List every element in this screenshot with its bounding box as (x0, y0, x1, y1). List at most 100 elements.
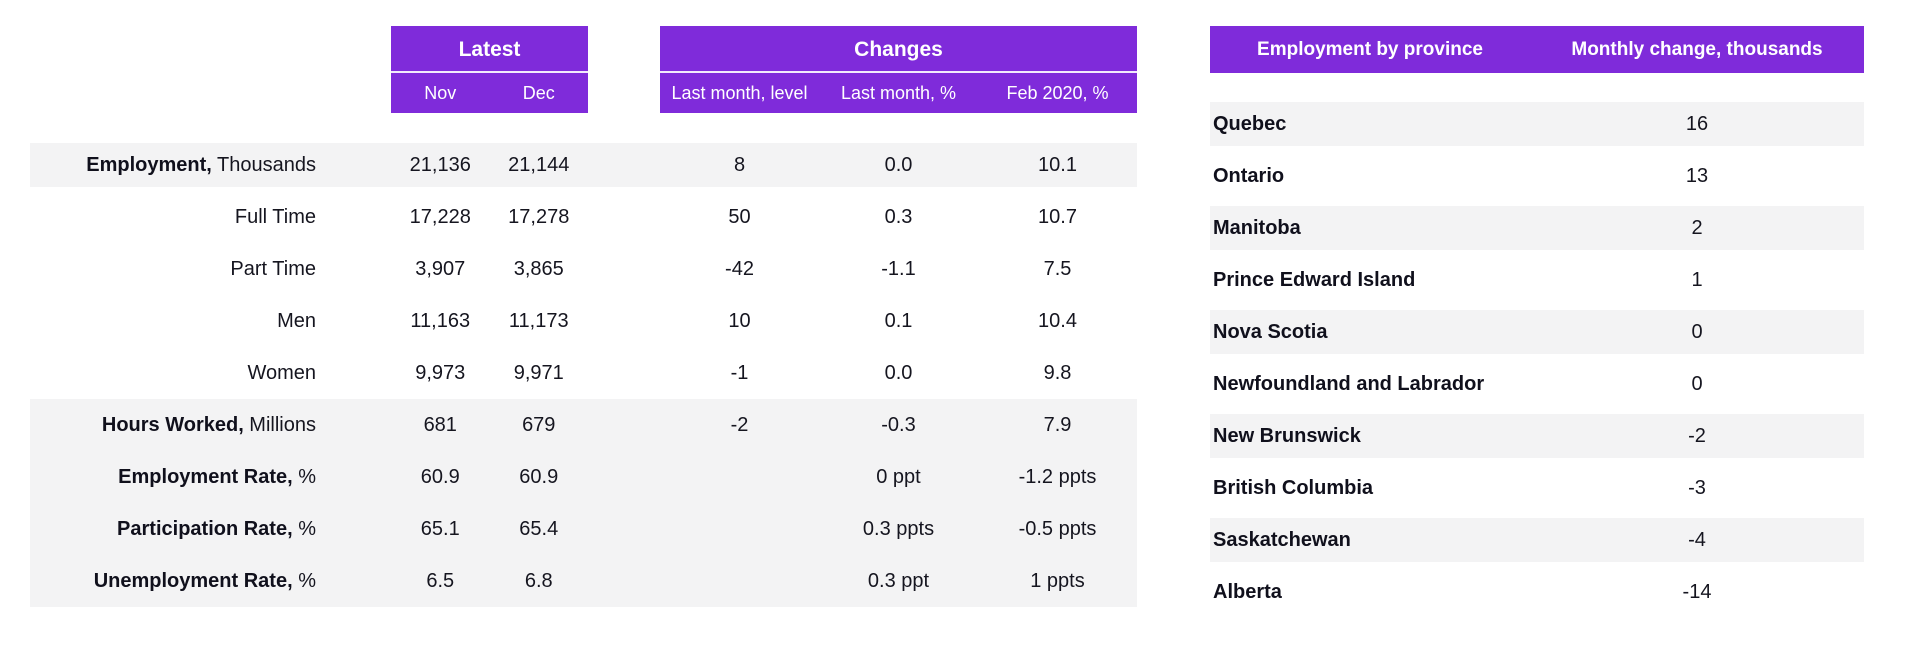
province-value: 0 (1691, 372, 1703, 395)
row-label-rest: Men (277, 309, 316, 332)
row-label: Hours Worked, Millions (30, 414, 318, 437)
dec-value: 679 (522, 413, 556, 436)
row-label-rest: Thousands (211, 153, 316, 176)
nov-value: 17,228 (409, 205, 471, 228)
table-row: Employment, Thousands 21,136 21,144 8 0.0 10.… (30, 139, 1137, 191)
province-rows: Quebec 16 Ontario 13 Manitoba 2 Prince Edward … (1210, 98, 1864, 618)
dec-value: 17,278 (508, 205, 570, 228)
subheader-feb-2020-pct: Feb 2020, % (1006, 82, 1109, 103)
row-label-bold: Participation Rate, (117, 517, 293, 540)
province-label: British Columbia (1213, 476, 1374, 499)
row-label-rest: Women (247, 361, 316, 384)
table-row: Part Time 3,907 3,865 -42 -1.1 7.5 (30, 243, 1137, 295)
row-label-rest: Millions (243, 413, 316, 436)
row-label-rest: % (292, 517, 316, 540)
row-label: Part Time (30, 258, 318, 281)
feb-2020-value: 9.8 (1043, 361, 1072, 384)
table-row: Participation Rate, % 65.1 65.4 0.3 ppts -0.… (30, 503, 1137, 555)
change-pct-value: -1.1 (881, 257, 916, 280)
row-label-bold: Employment, (86, 153, 212, 176)
province-row: British Columbia -3 (1210, 462, 1864, 514)
nov-value: 21,136 (409, 153, 471, 176)
change-pct-value: 0 ppt (876, 465, 921, 488)
change-level-value: -1 (730, 361, 749, 384)
row-label: Men (30, 310, 318, 333)
table-row: Employment Rate, % 60.9 60.9 0 ppt -1.2 ppts (30, 451, 1137, 503)
row-label-bold: Employment Rate, (118, 465, 293, 488)
table-row: Full Time 17,228 17,278 50 0.3 10.7 (30, 191, 1137, 243)
changes-subheaders: Last month, level Last month, % Feb 2020… (660, 73, 1137, 113)
subheader-last-month-level: Last month, level (671, 82, 808, 103)
province-row: Nova Scotia 0 (1210, 306, 1864, 358)
province-label: New Brunswick (1213, 424, 1361, 447)
province-label: Saskatchewan (1213, 528, 1351, 551)
row-label: Unemployment Rate, % (30, 570, 318, 593)
change-level-value: -42 (725, 257, 754, 280)
province-row: Prince Edward Island 1 (1210, 254, 1864, 306)
change-pct-value: 0.3 ppt (867, 569, 930, 592)
feb-2020-value: 10.1 (1038, 153, 1077, 176)
province-label: Manitoba (1213, 216, 1301, 239)
row-label-rest: % (292, 465, 316, 488)
changes-header-title: Changes (854, 38, 943, 61)
row-label-rest: Full Time (234, 205, 316, 228)
row-label-rest: % (292, 569, 316, 592)
latest-subheaders: Nov Dec (391, 73, 588, 113)
province-table-header: Employment by province Monthly change, t… (1210, 26, 1864, 73)
row-label: Participation Rate, % (30, 518, 318, 541)
header-divider-line (391, 71, 588, 73)
province-label: Ontario (1213, 164, 1285, 187)
dec-value: 6.8 (524, 569, 553, 592)
subheader-nov: Nov (424, 82, 457, 103)
nov-value: 65.1 (420, 517, 460, 540)
change-pct-value: 0.1 (884, 309, 913, 332)
subheader-last-month-pct: Last month, % (840, 82, 957, 103)
latest-header-title: Latest (458, 38, 521, 61)
province-value: -3 (1688, 476, 1706, 499)
change-pct-value: 0.0 (884, 153, 913, 176)
monthly-change-header-label: Monthly change, thousands (1571, 38, 1823, 60)
table-row: Women 9,973 9,971 -1 0.0 9.8 (30, 347, 1137, 399)
feb-2020-value: -1.2 ppts (1018, 465, 1097, 488)
province-row: Ontario 13 (1210, 150, 1864, 202)
nov-value: 6.5 (426, 569, 455, 592)
feb-2020-value: 7.9 (1043, 413, 1072, 436)
nov-value: 11,163 (410, 309, 471, 332)
row-label-rest: Part Time (230, 257, 316, 280)
changes-header-block: Changes Last month, level Last month, % … (660, 26, 1137, 113)
province-value: 16 (1685, 112, 1709, 135)
change-level-value: -2 (730, 413, 749, 436)
province-row: Alberta -14 (1210, 566, 1864, 618)
province-value: 0 (1691, 320, 1703, 343)
row-label-bold: Hours Worked, (101, 413, 244, 436)
province-row: Saskatchewan -4 (1210, 514, 1864, 566)
dec-value: 3,865 (513, 257, 564, 280)
row-label: Full Time (30, 206, 318, 229)
nov-value: 681 (423, 413, 457, 436)
province-row: Newfoundland and Labrador 0 (1210, 358, 1864, 410)
province-label: Quebec (1213, 112, 1287, 135)
province-label: Prince Edward Island (1213, 268, 1416, 291)
province-header-label: Employment by province (1257, 38, 1483, 60)
province-value: -2 (1688, 424, 1706, 447)
labour-stats-rows: Employment, Thousands 21,136 21,144 8 0.0 10.… (30, 139, 1137, 607)
row-label-bold: Unemployment Rate, (93, 569, 293, 592)
header-divider-line (660, 71, 1137, 73)
feb-2020-value: 10.4 (1038, 309, 1077, 332)
change-pct-value: 0.3 (884, 205, 913, 228)
province-value: 13 (1685, 164, 1709, 187)
feb-2020-value: 7.5 (1043, 257, 1072, 280)
change-pct-value: 0.3 ppts (862, 517, 935, 540)
change-level-value: 50 (728, 205, 751, 228)
change-pct-value: -0.3 (881, 413, 916, 436)
dec-value: 9,971 (513, 361, 564, 384)
dec-value: 11,173 (508, 309, 569, 332)
row-label: Employment, Thousands (30, 154, 318, 177)
change-pct-value: 0.0 (884, 361, 913, 384)
table-row: Men 11,163 11,173 10 0.1 10.4 (30, 295, 1137, 347)
province-row: Manitoba 2 (1210, 202, 1864, 254)
nov-value: 60.9 (420, 465, 460, 488)
province-row: New Brunswick -2 (1210, 410, 1864, 462)
province-row: Quebec 16 (1210, 98, 1864, 150)
